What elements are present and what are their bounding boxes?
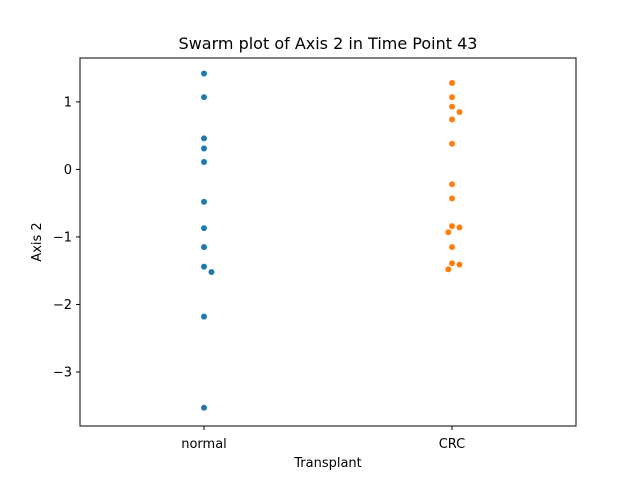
data-point-crc — [448, 222, 456, 230]
y-axis-label: Axis 2 — [30, 222, 45, 261]
data-point-crc — [456, 224, 463, 231]
data-point-normal — [200, 145, 208, 152]
data-point-normal — [200, 224, 208, 232]
data-point-crc — [448, 243, 456, 251]
x-axis-ticks: normal CRC — [181, 426, 465, 452]
data-point-crc — [444, 228, 452, 236]
data-point-crc — [448, 93, 456, 101]
data-point-crc — [448, 180, 456, 188]
data-point-normal — [200, 198, 208, 206]
data-point-normal — [200, 93, 208, 101]
data-point-crc — [448, 259, 456, 267]
data-point-crc — [448, 140, 456, 148]
data-point-normal — [200, 313, 208, 321]
data-points — [200, 70, 463, 412]
data-point-normal — [200, 134, 208, 142]
y-tick-label: 0 — [64, 163, 72, 178]
x-tick-label-normal: normal — [181, 437, 227, 452]
x-tick-label-crc: CRC — [439, 437, 466, 452]
data-point-crc — [448, 194, 456, 202]
data-point-normal — [200, 70, 208, 77]
data-point-normal — [200, 243, 208, 251]
plot-area-frame — [79, 57, 577, 427]
x-axis-label: Transplant — [293, 456, 362, 471]
data-point-crc — [448, 79, 456, 87]
y-tick-label: −3 — [53, 365, 72, 380]
chart-title: Swarm plot of Axis 2 in Time Point 43 — [179, 34, 478, 53]
y-axis-ticks: −3 −2 −1 0 1 — [53, 95, 80, 380]
y-tick-label: 1 — [64, 95, 72, 110]
data-point-crc — [456, 108, 463, 116]
data-point-normal — [200, 404, 208, 412]
data-point-normal — [200, 158, 208, 166]
data-point-crc — [456, 261, 463, 269]
data-point-normal — [200, 263, 208, 271]
data-point-normal — [208, 268, 215, 276]
y-tick-label: −2 — [53, 298, 72, 313]
data-point-crc — [448, 103, 456, 111]
data-point-crc — [448, 115, 456, 123]
y-tick-label: −1 — [53, 230, 72, 245]
data-point-crc — [444, 265, 452, 273]
